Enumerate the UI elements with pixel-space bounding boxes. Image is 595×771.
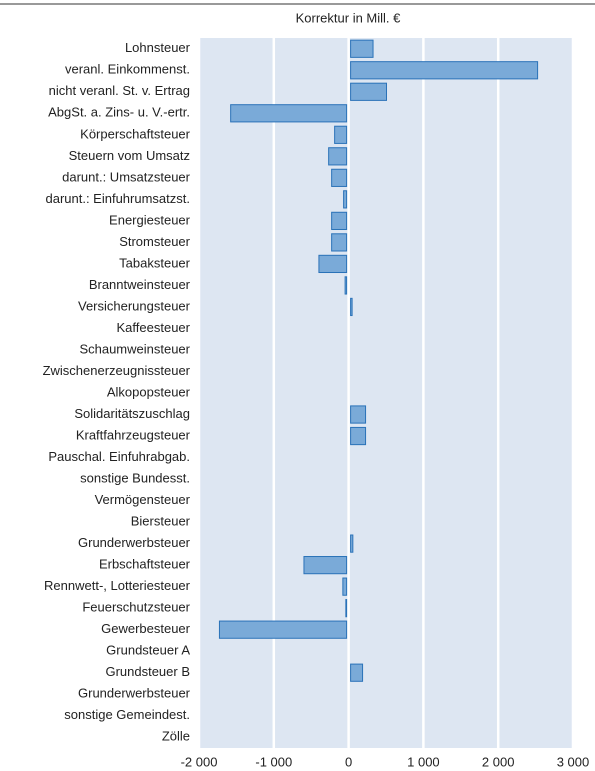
y-tick-label: Schaumweinsteuer	[79, 341, 190, 356]
x-tick-label: -1 000	[255, 754, 292, 769]
bar	[303, 556, 348, 575]
x-tick-label: 0	[345, 754, 352, 769]
y-tick-label: Kaffeesteuer	[117, 320, 191, 335]
y-tick-label: sonstige Bundesst.	[80, 470, 190, 485]
plot-background	[199, 38, 573, 748]
bar	[344, 276, 348, 295]
bar	[350, 61, 539, 80]
y-tick-label: nicht veranl. St. v. Ertrag	[49, 83, 190, 98]
y-tick-label: Zwischenerzeugnissteuer	[43, 363, 191, 378]
y-tick-label: Grunderwerbsteuer	[78, 686, 191, 701]
y-tick-label: darunt.: Umsatzsteuer	[62, 169, 191, 184]
y-tick-label: Biersteuer	[131, 514, 191, 529]
bar	[218, 620, 348, 639]
y-tick-label: Feuerschutzsteuer	[82, 600, 190, 615]
y-tick-label: Zölle	[162, 729, 190, 744]
bar	[350, 39, 374, 58]
bar	[331, 168, 348, 187]
y-tick-label: Erbschaftsteuer	[99, 557, 191, 572]
bar	[345, 599, 348, 618]
y-tick-label: Stromsteuer	[119, 234, 190, 249]
y-tick-label: veranl. Einkommenst.	[65, 62, 190, 77]
y-tick-label: Kraftfahrzeugsteuer	[76, 427, 191, 442]
bar	[343, 190, 348, 209]
bar	[318, 254, 348, 274]
bar	[230, 104, 348, 123]
x-tick-label: 1 000	[407, 754, 440, 769]
y-tick-label: Solidaritätszuschlag	[74, 406, 190, 421]
y-tick-label: Pauschal. Einfuhrabgab.	[48, 449, 190, 464]
bar	[331, 233, 348, 252]
x-tick-label: 3 000	[557, 754, 590, 769]
y-tick-label: Alkopopsteuer	[107, 384, 191, 399]
y-tick-label: Versicherungsteuer	[78, 298, 191, 313]
x-tick-label: -2 000	[181, 754, 218, 769]
y-tick-label: Grundsteuer B	[105, 664, 190, 679]
bar	[342, 577, 348, 596]
y-tick-label: Branntweinsteuer	[89, 277, 191, 292]
bar	[350, 405, 367, 424]
chart-title: Korrektur in Mill. €	[296, 10, 402, 25]
y-tick-label: Gewerbesteuer	[101, 621, 191, 636]
bar	[334, 125, 348, 144]
y-tick-label: Steuern vom Umsatz	[69, 148, 190, 163]
y-tick-label: sonstige Gemeindest.	[64, 707, 190, 722]
y-tick-label: Lohnsteuer	[125, 40, 191, 55]
x-tick-label: 2 000	[482, 754, 515, 769]
bar	[350, 663, 364, 682]
y-tick-label: Energiesteuer	[109, 212, 191, 227]
y-tick-label: Grunderwerbsteuer	[78, 535, 191, 550]
bar	[328, 147, 348, 166]
y-tick-label: Vermögensteuer	[95, 492, 191, 507]
y-tick-label: Körperschaftsteuer	[80, 126, 191, 141]
y-tick-label: Grundsteuer A	[106, 643, 190, 658]
bar	[350, 297, 353, 317]
y-tick-label: darunt.: Einfuhrumsatzst.	[45, 191, 190, 206]
bar	[350, 82, 388, 101]
y-tick-label: Tabaksteuer	[119, 255, 190, 270]
bar	[331, 211, 348, 230]
y-tick-label: Rennwett-, Lotteriesteuer	[44, 578, 191, 593]
bar	[350, 534, 354, 553]
bar	[350, 426, 367, 446]
y-tick-label: AbgSt. a. Zins- u. V.-ertr.	[48, 105, 190, 120]
